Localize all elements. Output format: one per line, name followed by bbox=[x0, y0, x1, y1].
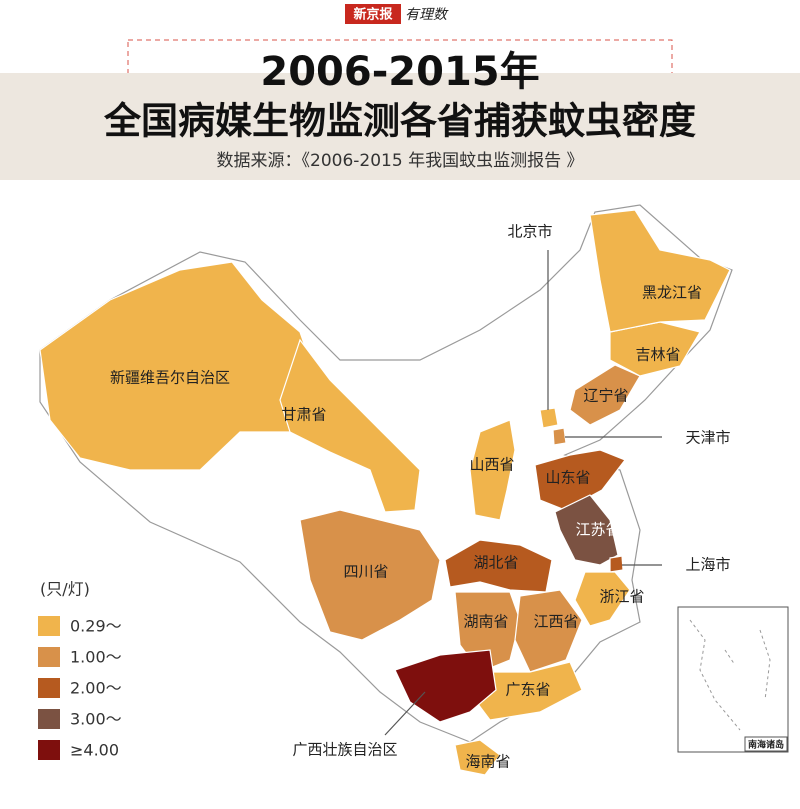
legend-swatch bbox=[38, 740, 60, 760]
callout-line bbox=[384, 691, 426, 736]
region bbox=[279, 338, 421, 513]
region-label: 四川省 bbox=[343, 563, 388, 581]
legend-label: 2.00～ bbox=[70, 679, 122, 698]
region bbox=[574, 571, 631, 627]
region-label: 山东省 bbox=[545, 469, 590, 487]
region bbox=[552, 427, 567, 446]
region-label: 浙江省 bbox=[599, 588, 644, 606]
region bbox=[589, 209, 731, 333]
region bbox=[609, 555, 624, 573]
region-label: 湖南省 bbox=[463, 613, 508, 631]
region bbox=[554, 494, 619, 566]
brand-box bbox=[345, 4, 401, 24]
region bbox=[394, 649, 497, 723]
title-line-2: 全国病媒生物监测各省捕获蚊虫密度 bbox=[103, 100, 696, 143]
region bbox=[569, 364, 641, 426]
region bbox=[469, 419, 516, 521]
legend-label: 3.00～ bbox=[70, 710, 122, 729]
region-label: 海南省 bbox=[465, 753, 510, 771]
region-label: 江西省 bbox=[533, 613, 578, 631]
region bbox=[299, 509, 441, 641]
legend-swatch bbox=[38, 678, 60, 698]
region bbox=[539, 407, 559, 429]
region-label: 湖北省 bbox=[473, 554, 518, 572]
legend: 0.29～ 1.00～ 2.00～ 3.00～ ≥4.00 bbox=[38, 616, 122, 760]
region-label: 辽宁省 bbox=[583, 387, 628, 405]
region bbox=[454, 739, 501, 776]
legend-swatch bbox=[38, 647, 60, 667]
title-line-1: 2006-2015年 bbox=[260, 49, 539, 95]
region-label: 广西壮族自治区 bbox=[292, 741, 397, 759]
inset-frame bbox=[677, 606, 789, 753]
legend-label: 0.29～ bbox=[70, 617, 122, 636]
legend-label: ≥4.00 bbox=[70, 741, 119, 760]
inset-label: 南海诸岛 bbox=[748, 739, 784, 751]
region-label: 广东省 bbox=[505, 681, 550, 699]
region bbox=[514, 589, 583, 673]
legend-unit: (只/灯) bbox=[40, 580, 90, 599]
legend-swatch bbox=[38, 709, 60, 729]
brand-sub: 有理数 bbox=[405, 7, 449, 23]
brand: 新京报 bbox=[353, 7, 393, 23]
region-label: 北京市 bbox=[507, 223, 552, 241]
inset-islands bbox=[689, 619, 771, 731]
header-band bbox=[0, 73, 800, 180]
region-label: 天津市 bbox=[685, 429, 730, 447]
region-label: 新疆维吾尔自治区 bbox=[110, 369, 230, 387]
region-label: 黑龙江省 bbox=[642, 284, 702, 302]
region-label: 吉林省 bbox=[635, 346, 680, 364]
legend-swatch bbox=[38, 616, 60, 636]
source: 数据来源：《2006-2015 年我国蚊虫监测报告 》 bbox=[217, 151, 584, 171]
region-label: 江苏省 bbox=[575, 521, 620, 539]
region-label: 甘肃省 bbox=[281, 406, 326, 424]
region bbox=[534, 449, 626, 511]
region-label: 山西省 bbox=[469, 456, 514, 474]
legend-label: 1.00～ bbox=[70, 648, 122, 667]
inset-label-box bbox=[744, 736, 788, 752]
region-label: 上海市 bbox=[685, 556, 730, 574]
